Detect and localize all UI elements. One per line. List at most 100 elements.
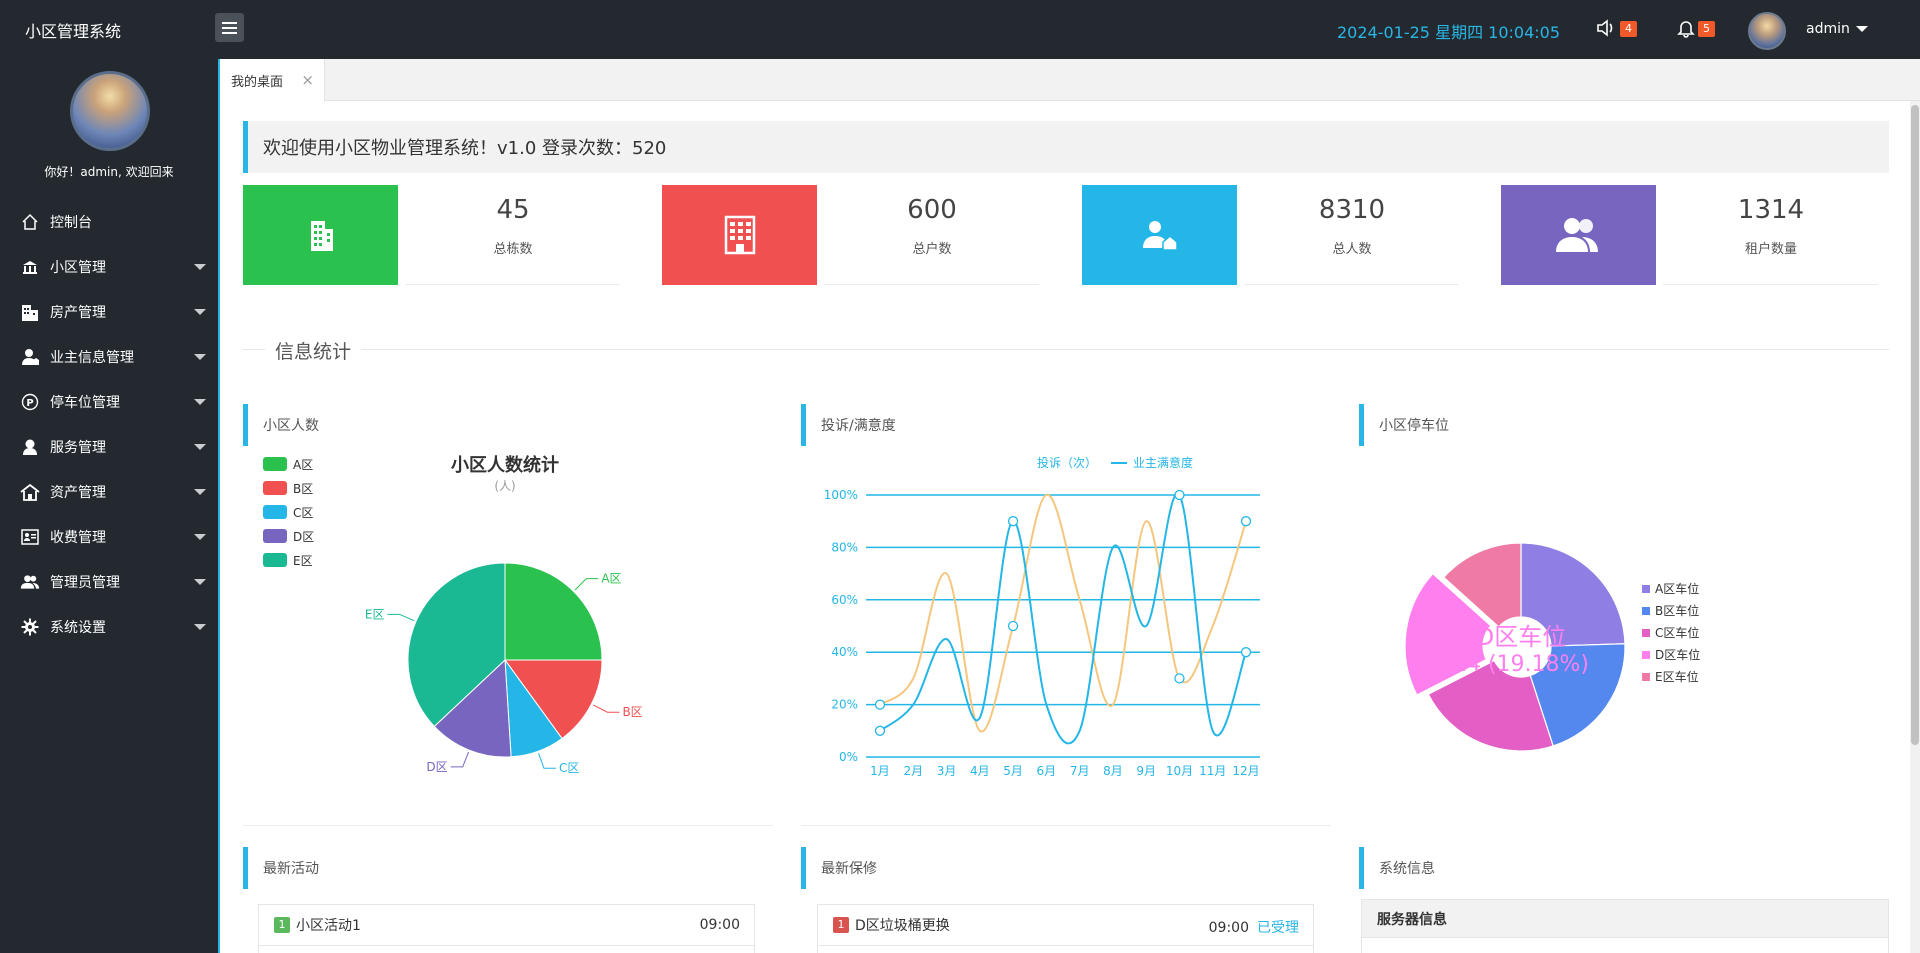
chevron-down-icon [194,579,206,585]
app-title: 小区管理系统 [25,22,122,41]
sidebar-item-label: 服务管理 [50,439,106,456]
donut-slice [1404,572,1492,696]
id-card-icon [20,527,40,547]
user-menu[interactable]: admin [1806,21,1868,37]
alert-badge: 5 [1698,21,1715,37]
legend-label: E区 [293,554,313,568]
sidebar-item[interactable]: 控制台 [0,199,218,244]
sidebar-item[interactable]: 系统设置 [0,604,218,649]
chevron-down-icon [194,444,206,450]
legend-swatch [263,481,287,495]
data-point-marker [874,699,886,710]
home-icon [20,212,40,232]
pie-slice [504,659,603,740]
welcome-banner: 欢迎使用小区物业管理系统！v1.0 登录次数：520 [243,121,1889,173]
sidebar-item-label: 控制台 [50,214,92,231]
scrollbar-thumb[interactable] [1911,105,1919,745]
sidebar-item-label: 系统设置 [50,619,106,636]
stat-label: 总户数 [912,242,952,257]
data-point-marker [874,725,886,736]
sidebar-item[interactable]: 管理员管理 [0,559,218,604]
chart-subtitle: (人) [494,479,515,493]
legend-swatch [263,457,287,471]
bell-icon[interactable] [1676,18,1698,40]
system-info-table: 服务器信息 [1361,899,1889,953]
sidebar-item[interactable]: 收费管理 [0,514,218,559]
activities-list: 1 小区活动1 09:00 [258,904,755,953]
y-tick-label: 0% [839,750,858,764]
stat-value: 1314 [1737,195,1805,225]
legend-label: E区车位 [1655,669,1699,684]
data-point-marker [1240,516,1252,527]
stat-icon-box [662,185,817,285]
donut-center-label: D区车位 [1476,623,1566,651]
x-tick-label: 7月 [1070,764,1090,778]
pie-label-line [450,751,470,768]
x-tick-label: 3月 [937,764,957,778]
donut-slice [1442,542,1522,628]
sidebar-item-label: 收费管理 [50,529,106,546]
chevron-down-icon [194,624,206,630]
complaints-line-chart: 0% 20% 40% 60% 80% 100% 1月 2月 3月 4月 5月 6月 7月 8月 9月 10月 1… [824,455,1260,778]
legend-label: C区 [293,506,313,520]
chevron-down-icon [194,264,206,270]
speaker-icon[interactable] [1596,18,1618,40]
legend-label: 业主满意度 [1133,455,1193,470]
repairs-card: 最新保修 [801,847,1331,889]
stat-label: 租户数量 [1744,242,1797,257]
pie-label-line [592,704,620,713]
legend-label: A区 [293,458,313,472]
x-tick-label: 11月 [1199,764,1226,778]
tab-my-desktop[interactable]: 我的桌面 × [221,59,325,101]
series-line [879,494,1247,733]
sidebar-item[interactable]: 小区管理 [0,244,218,289]
sidebar-item[interactable]: P 停车位管理 [0,379,218,424]
list-item[interactable]: 1 D区垃圾桶更换 09:00 已受理 [818,905,1313,946]
status-link[interactable]: 已受理 [1257,920,1299,936]
pie-label: D区 [426,760,447,774]
main-content: 欢迎使用小区物业管理系统！v1.0 登录次数：520 45 总栋数 600 总户… [221,101,1920,953]
sidebar-item-label: 资产管理 [50,484,106,501]
sidebar-item[interactable]: 资产管理 [0,469,218,514]
user-avatar[interactable] [1748,12,1786,50]
greeting-text: 你好！admin, 欢迎回来 [44,165,174,179]
service-icon [20,437,40,457]
legend-label: 投诉（次） [1037,455,1097,470]
sidebar-item-label: 业主信息管理 [50,349,134,366]
pie-label: A区 [601,572,621,586]
system-card: 系统信息 [1359,847,1889,889]
sidebar-item[interactable]: 房产管理 [0,289,218,334]
item-number-badge: 1 [274,917,290,933]
pie-label: B区 [622,705,642,719]
sidebar-item[interactable]: 服务管理 [0,424,218,469]
x-tick-label: 9月 [1136,764,1156,778]
item-time-status: 09:00 已受理 [1209,917,1299,937]
pie-slice [407,562,506,728]
scrollbar[interactable] [1910,101,1920,953]
chevron-down-icon [194,399,206,405]
tab-bar: 我的桌面 × [221,59,1920,101]
legend-swatch [1642,607,1650,615]
sidebar-item[interactable]: 业主信息管理 [0,334,218,379]
card-title: 小区人数 [243,404,319,446]
menu-toggle-button[interactable] [215,13,244,42]
house-icon [20,482,40,502]
sidebar-nav: 控制台小区管理 房产管理业主信息管理 P 停车位管理服务管理资产管理收费管理管理员管理… [0,199,218,649]
legend-swatch [1642,651,1650,659]
pie-label: C区 [559,761,579,775]
legend-swatch [1642,629,1650,637]
population-pie-chart: 小区人数统计 (人) A区 B区 C区 D区 E区 A区 B区 C区 D区 E区 [263,454,643,775]
pie-label: E区 [365,607,385,621]
y-tick-label: 100% [824,488,858,502]
close-icon[interactable]: × [301,71,314,89]
chevron-down-icon [1855,26,1868,32]
stat-value: 600 [907,195,957,225]
x-tick-label: 4月 [970,764,990,778]
list-item[interactable]: 1 小区活动1 09:00 [259,905,754,946]
top-bar: 小区管理系统 2024-01-25 星期四 10:04:05 4 5 admin [0,0,1920,59]
users-icon [20,572,40,592]
donut-slice [1427,659,1554,752]
x-tick-label: 6月 [1037,764,1057,778]
pie-label-line [387,613,415,622]
card-title: 投诉/满意度 [801,404,896,446]
